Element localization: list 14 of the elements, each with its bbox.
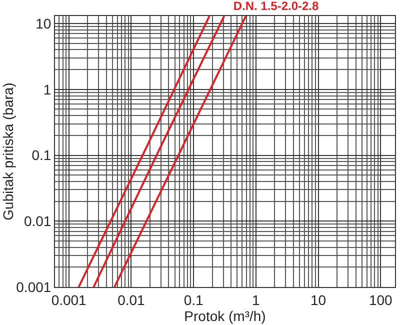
chart-title: D.N. 1.5-2.0-2.8 (233, 0, 320, 14)
x-tick-label: 0.001 (51, 292, 87, 308)
x-tick-label: 1 (252, 292, 260, 308)
y-tick-label: 0.1 (32, 147, 52, 164)
x-tick-label: 0.01 (118, 292, 146, 308)
x-tick-label: 100 (368, 292, 393, 308)
x-tick-label: 0.1 (184, 292, 204, 308)
y-tick-label: 0.001 (16, 278, 52, 295)
y-tick-label: 10 (36, 15, 52, 32)
y-axis-title: Gubitak pritiska (bara) (0, 82, 16, 220)
x-axis-title: Protok (m³/h) (184, 308, 266, 324)
x-tick-label: 10 (310, 292, 326, 308)
y-tick-label: 1 (43, 81, 52, 98)
y-tick-label: 0.01 (24, 213, 52, 230)
